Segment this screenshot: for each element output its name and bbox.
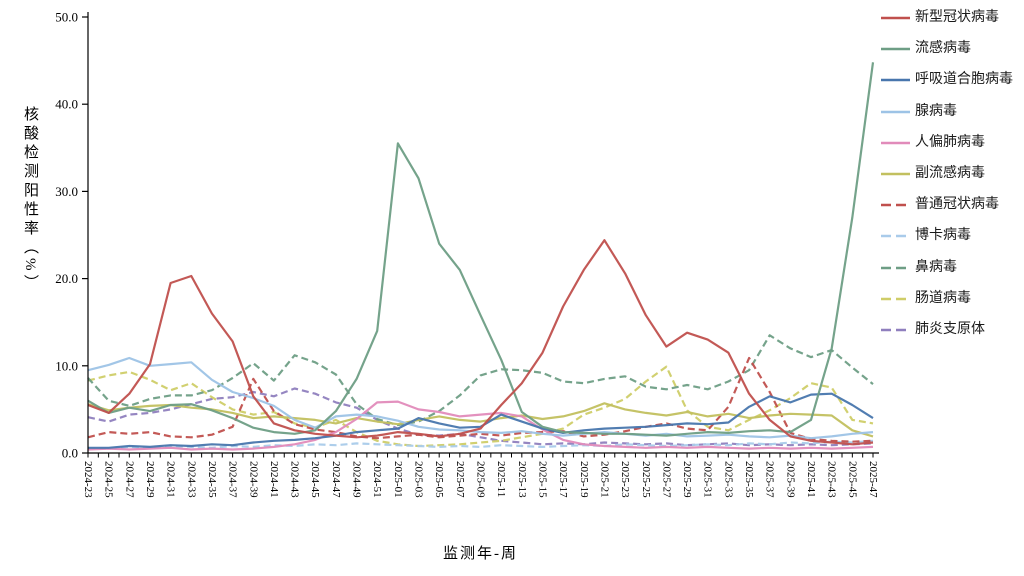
x-tick-label: 2024-41 xyxy=(268,461,280,498)
x-tick-label: 2025-35 xyxy=(743,461,755,498)
legend-item-rhinovirus: 鼻病毒 xyxy=(880,259,1013,275)
x-tick-label: 2025-13 xyxy=(516,461,528,498)
legend-swatch-bocavirus xyxy=(881,235,910,238)
legend-label: 新型冠状病毒 xyxy=(915,10,999,25)
y-tick-label: 20.0 xyxy=(55,271,78,286)
series-line-rsv xyxy=(88,392,874,449)
x-tick-label: 2025-19 xyxy=(578,461,590,498)
x-tick-label: 2025-05 xyxy=(433,461,445,498)
x-tick-label: 2024-23 xyxy=(82,461,94,498)
legend-item-common-coronavirus: 普通冠状病毒 xyxy=(880,198,1013,212)
x-tick-label: 2024-43 xyxy=(289,461,301,498)
legend-label: 肠道病毒 xyxy=(915,290,971,306)
legend-swatch-rhinovirus xyxy=(881,266,910,269)
series-line-mycoplasma-pneumoniae xyxy=(87,387,874,447)
x-tick-label: 2024-31 xyxy=(165,461,177,498)
x-tick-label: 2024-27 xyxy=(123,461,135,498)
legend-item-influenza: 流感病毒 xyxy=(880,42,1013,56)
series-line-adenovirus xyxy=(87,356,874,440)
x-tick-label: 2024-47 xyxy=(330,461,342,498)
legend-label: 人偏肺病毒 xyxy=(915,134,985,150)
y-tick-label: 10.0 xyxy=(55,358,78,373)
x-tick-label: 2025-17 xyxy=(557,461,569,498)
legend-item-parainfluenza: 副流感病毒 xyxy=(880,165,1013,181)
series-line-hmpv xyxy=(87,400,874,451)
x-tick-label: 2025-15 xyxy=(536,461,548,498)
legend-label: 肺炎支原体 xyxy=(915,321,985,337)
x-tick-label: 2025-37 xyxy=(764,461,776,498)
legend-item-hmpv: 人偏肺病毒 xyxy=(880,134,1013,150)
series-line-rhinovirus xyxy=(87,334,874,427)
legend-swatch-hmpv xyxy=(881,141,910,145)
legend-label: 博卡病毒 xyxy=(915,228,971,244)
legend-swatch-novel-coronavirus xyxy=(881,16,910,20)
x-tick-label: 2024-39 xyxy=(247,461,259,498)
x-tick-label: 2024-25 xyxy=(103,461,115,498)
x-tick-label: 2025-31 xyxy=(702,461,714,498)
x-tick-label: 2024-33 xyxy=(185,461,197,498)
series-line-common-coronavirus xyxy=(87,356,874,443)
legend-swatch-parainfluenza xyxy=(881,172,910,176)
legend-swatch-rsv xyxy=(881,79,910,82)
y-tick-label: 50.0 xyxy=(55,10,78,25)
legend: 新型冠状病毒 流感病毒呼吸道合胞病毒 腺病毒人偏肺病毒副流感病毒普通冠状病毒 博卡病毒… xyxy=(880,11,1013,354)
legend-item-mycoplasma-pneumoniae: 肺炎支原体 xyxy=(880,321,1013,337)
series-line-influenza xyxy=(87,62,875,437)
x-tick-label: 2024-51 xyxy=(371,461,383,498)
x-tick-label: 2025-09 xyxy=(475,461,487,498)
x-tick-label: 2025-11 xyxy=(495,461,507,497)
series-line-novel-coronavirus xyxy=(87,239,874,446)
series-line-parainfluenza xyxy=(87,402,874,438)
legend-item-enterovirus: 肠道病毒 xyxy=(880,290,1013,306)
legend-label: 流感病毒 xyxy=(915,41,971,57)
x-tick-label: 2025-01 xyxy=(392,461,404,498)
x-tick-label: 2024-45 xyxy=(309,461,321,498)
legend-swatch-adenovirus xyxy=(881,110,910,113)
x-tick-label: 2024-35 xyxy=(206,461,218,498)
x-tick-label: 2025-27 xyxy=(660,461,672,498)
y-tick-label: 30.0 xyxy=(55,184,78,199)
legend-label: 呼吸道合胞病毒 xyxy=(915,72,1013,88)
x-tick-label: 2025-25 xyxy=(640,461,652,498)
x-tick-label: 2025-47 xyxy=(867,461,879,498)
x-tick-label: 2025-07 xyxy=(454,461,466,498)
legend-label: 副流感病毒 xyxy=(915,165,985,181)
y-tick-label: 40.0 xyxy=(55,97,78,112)
x-tick-label: 2025-45 xyxy=(846,461,858,498)
legend-item-adenovirus: 腺病毒 xyxy=(880,103,1013,119)
legend-swatch-influenza xyxy=(881,47,910,51)
x-tick-label: 2025-23 xyxy=(619,461,631,498)
series-line-enterovirus xyxy=(87,365,874,448)
legend-item-bocavirus: 博卡病毒 xyxy=(880,229,1013,243)
series-line-bocavirus xyxy=(88,439,874,450)
legend-swatch-mycoplasma-pneumoniae xyxy=(881,328,910,332)
legend-swatch-common-coronavirus xyxy=(881,203,910,207)
x-tick-label: 2025-21 xyxy=(598,461,610,498)
x-tick-label: 2025-39 xyxy=(784,461,796,498)
y-tick-label: 0.0 xyxy=(62,446,78,461)
x-tick-label: 2025-41 xyxy=(805,461,817,498)
legend-label: 腺病毒 xyxy=(915,103,957,119)
x-tick-label: 2025-03 xyxy=(413,461,425,498)
legend-item-novel-coronavirus: 新型冠状病毒 xyxy=(880,11,1013,25)
x-tick-label: 2025-33 xyxy=(722,461,734,498)
legend-item-rsv: 呼吸道合胞病毒 xyxy=(880,73,1013,87)
x-tick-label: 2024-37 xyxy=(227,461,239,498)
x-tick-label: 2024-29 xyxy=(144,461,156,498)
legend-label: 鼻病毒 xyxy=(915,259,957,275)
x-tick-label: 2024-49 xyxy=(351,461,363,498)
legend-swatch-enterovirus xyxy=(881,297,910,300)
x-tick-label: 2025-29 xyxy=(681,461,693,498)
x-axis-title: 监测年-周 xyxy=(443,546,518,562)
legend-label: 普通冠状病毒 xyxy=(915,197,999,213)
x-tick-label: 2025-43 xyxy=(826,461,838,498)
y-axis-title: 核酸检测阳性率（%） xyxy=(22,106,38,294)
